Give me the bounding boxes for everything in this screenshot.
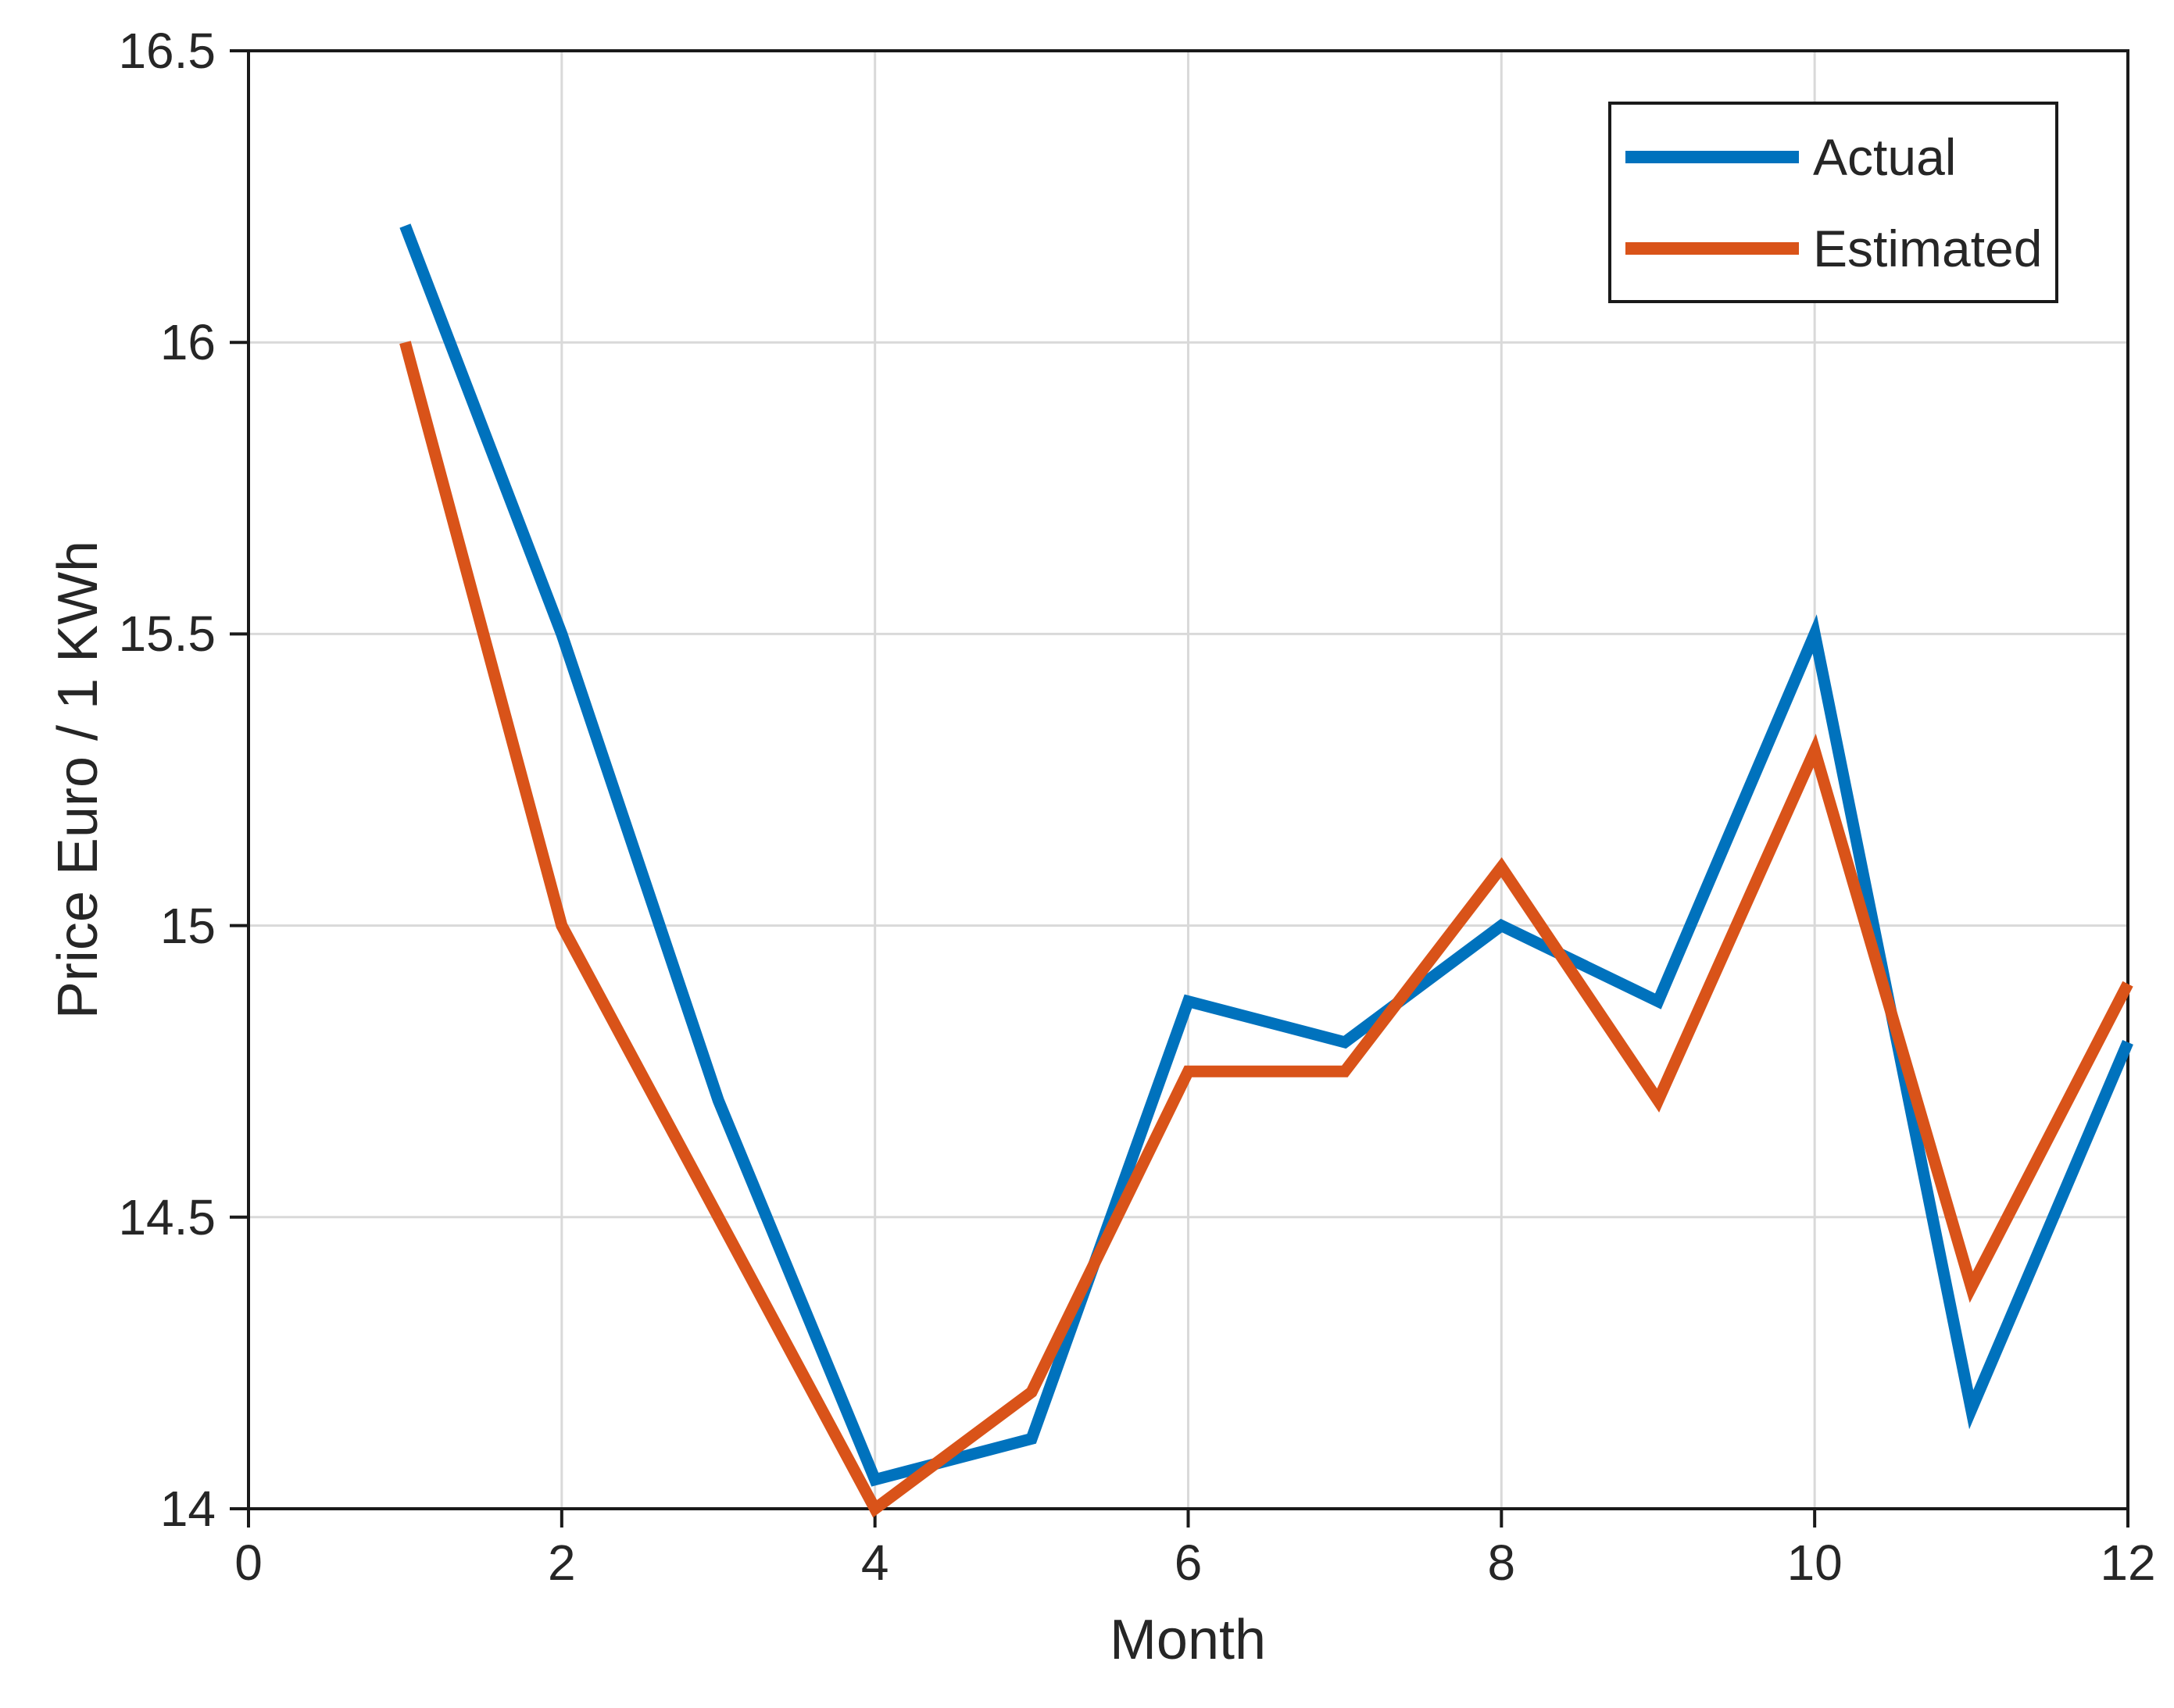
y-tick-label: 16 <box>159 314 216 371</box>
legend-item-actual: Actual <box>1611 131 2055 183</box>
legend-label-actual: Actual <box>1813 127 1957 186</box>
y-tick-label: 15 <box>159 897 216 954</box>
x-tick-label: 6 <box>1174 1535 1203 1591</box>
y-tick-label: 15.5 <box>118 606 216 663</box>
estimated-line-swatch <box>1625 241 1799 255</box>
x-tick-label: 12 <box>2100 1535 2156 1591</box>
x-tick-label: 2 <box>548 1535 576 1591</box>
y-tick-label: 16.5 <box>118 23 216 79</box>
legend-item-estimated: Estimated <box>1611 223 2055 274</box>
actual-line-swatch <box>1625 150 1799 163</box>
y-tick-label: 14.5 <box>118 1188 216 1245</box>
x-axis-title: Month <box>1109 1609 1267 1671</box>
x-tick-label: 4 <box>860 1535 889 1591</box>
y-tick-label: 14 <box>159 1481 216 1537</box>
plot-area <box>230 49 2133 1528</box>
series-line-actual <box>399 223 2133 1487</box>
series-line-estimated <box>399 341 2133 1518</box>
x-tick-label: 10 <box>1786 1535 1843 1591</box>
legend: Actual Estimated <box>1608 102 2058 303</box>
x-tick-label: 0 <box>234 1535 263 1591</box>
plot-canvas <box>230 49 2133 1528</box>
legend-label-estimated: Estimated <box>1813 219 2043 277</box>
x-tick-label: 8 <box>1487 1535 1516 1591</box>
